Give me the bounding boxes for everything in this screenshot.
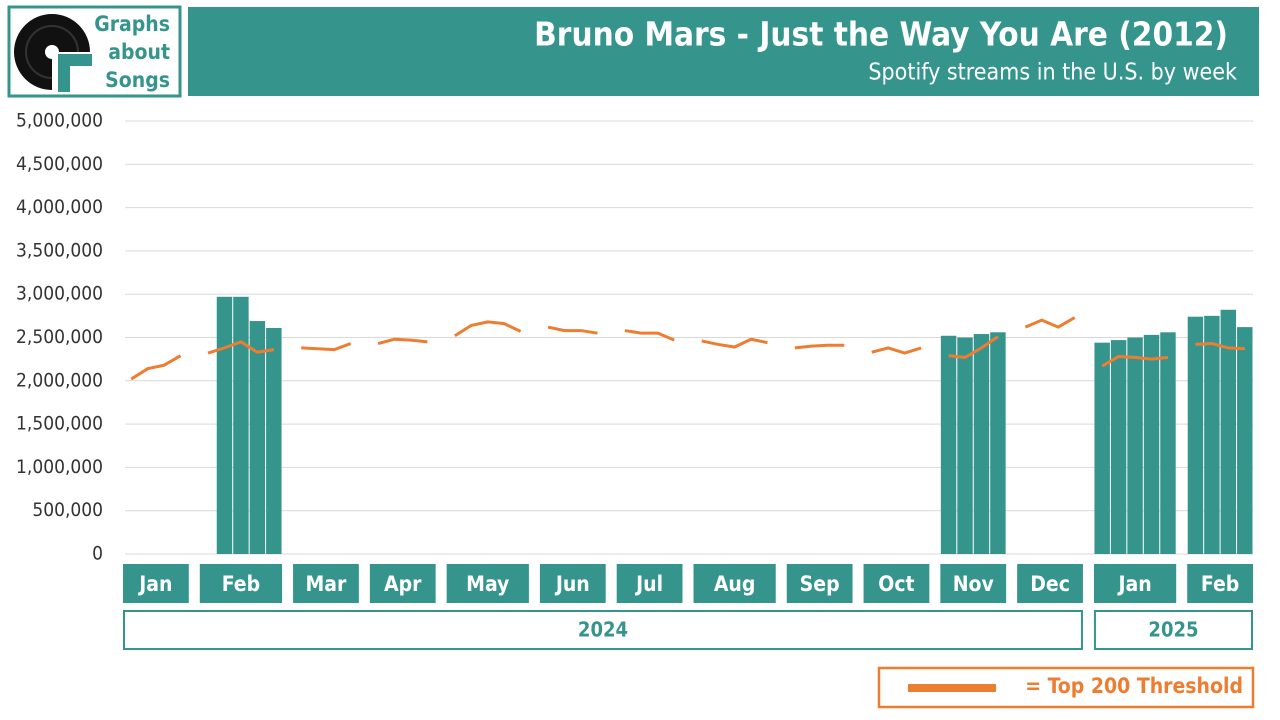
month-box (616, 564, 683, 603)
threshold-line (794, 343, 845, 350)
year-label: 2025 (1148, 618, 1198, 642)
bar (1220, 309, 1237, 554)
month-box (940, 564, 1007, 603)
y-tick-label: 2,000,000 (16, 369, 103, 391)
y-tick-label: 1,500,000 (16, 413, 103, 435)
y-tick-label: 2,500,000 (16, 326, 103, 348)
year-label: 2024 (578, 618, 628, 642)
month-box (199, 564, 283, 603)
y-tick-label: 4,000,000 (16, 196, 103, 218)
legend-box (877, 666, 1255, 709)
month-box (1093, 564, 1177, 603)
threshold-line (1101, 355, 1169, 368)
x-tick-label: Jun (554, 572, 590, 596)
x-tick-label: Nov (953, 572, 995, 596)
threshold-line (207, 340, 275, 355)
legend-label: = Top 200 Threshold (1025, 674, 1243, 698)
bar (957, 337, 973, 554)
bar (973, 334, 990, 554)
chart-subtitle: Spotify streams in the U.S. by week (868, 60, 1237, 86)
month-box (786, 564, 853, 603)
x-tick-label: Jul (634, 572, 663, 596)
x-tick-label: Dec (1030, 572, 1070, 596)
x-tick-label: Feb (1201, 572, 1239, 596)
y-tick-label: 4,500,000 (16, 153, 103, 175)
month-box (539, 564, 606, 603)
year-box (123, 610, 1083, 650)
y-tick-label: 3,000,000 (16, 283, 103, 305)
bar (266, 327, 282, 554)
bar (1110, 340, 1127, 554)
logo-text: Songs (105, 68, 170, 92)
threshold-line (1195, 342, 1245, 351)
x-tick-label: Apr (384, 572, 422, 596)
year-box (1093, 610, 1253, 650)
bar (1127, 337, 1143, 554)
month-box (693, 564, 776, 603)
month-box (1017, 564, 1083, 603)
y-tick-label: 500,000 (32, 499, 103, 521)
threshold-line (701, 337, 768, 349)
month-box (446, 564, 529, 603)
threshold-line (454, 320, 522, 338)
x-tick-label: May (466, 572, 509, 596)
y-tick-label: 0 (92, 543, 103, 565)
bar (1160, 332, 1176, 554)
logo-text: about (108, 40, 170, 64)
threshold-line (130, 354, 182, 381)
bar (233, 296, 249, 554)
x-tick-label: Feb (222, 572, 260, 596)
bar (216, 296, 233, 554)
month-box (1187, 564, 1253, 603)
bar (249, 321, 266, 554)
threshold-line (547, 325, 598, 335)
threshold-line (624, 329, 675, 342)
chart-title: Bruno Mars - Just the Way You Are (2012) (534, 15, 1228, 54)
y-tick-label: 3,500,000 (16, 239, 103, 261)
x-tick-label: Jan (1116, 572, 1151, 596)
y-tick-label: 5,000,000 (16, 110, 103, 132)
bar (1237, 327, 1253, 554)
threshold-line (377, 337, 428, 346)
x-tick-label: Oct (878, 572, 914, 596)
x-tick-label: Mar (306, 572, 348, 596)
title-box (188, 7, 1259, 96)
threshold-line (1024, 316, 1076, 329)
bar (1094, 342, 1110, 554)
threshold-line (948, 335, 999, 359)
logo-bar (58, 54, 70, 92)
month-box (293, 564, 359, 603)
threshold-line (301, 342, 352, 352)
bar (1143, 334, 1160, 554)
y-tick-label: 1,000,000 (16, 456, 103, 478)
logo-text: Graphs (94, 12, 170, 36)
bar (1187, 316, 1204, 554)
month-box (369, 564, 436, 603)
threshold-line (871, 346, 922, 355)
x-tick-label: Jan (137, 572, 172, 596)
month-box (123, 564, 189, 603)
month-box (863, 564, 930, 603)
x-tick-label: Sep (800, 572, 840, 596)
bar (1204, 315, 1220, 554)
x-tick-label: Aug (714, 572, 756, 596)
bar (940, 335, 957, 554)
bar (990, 332, 1006, 554)
